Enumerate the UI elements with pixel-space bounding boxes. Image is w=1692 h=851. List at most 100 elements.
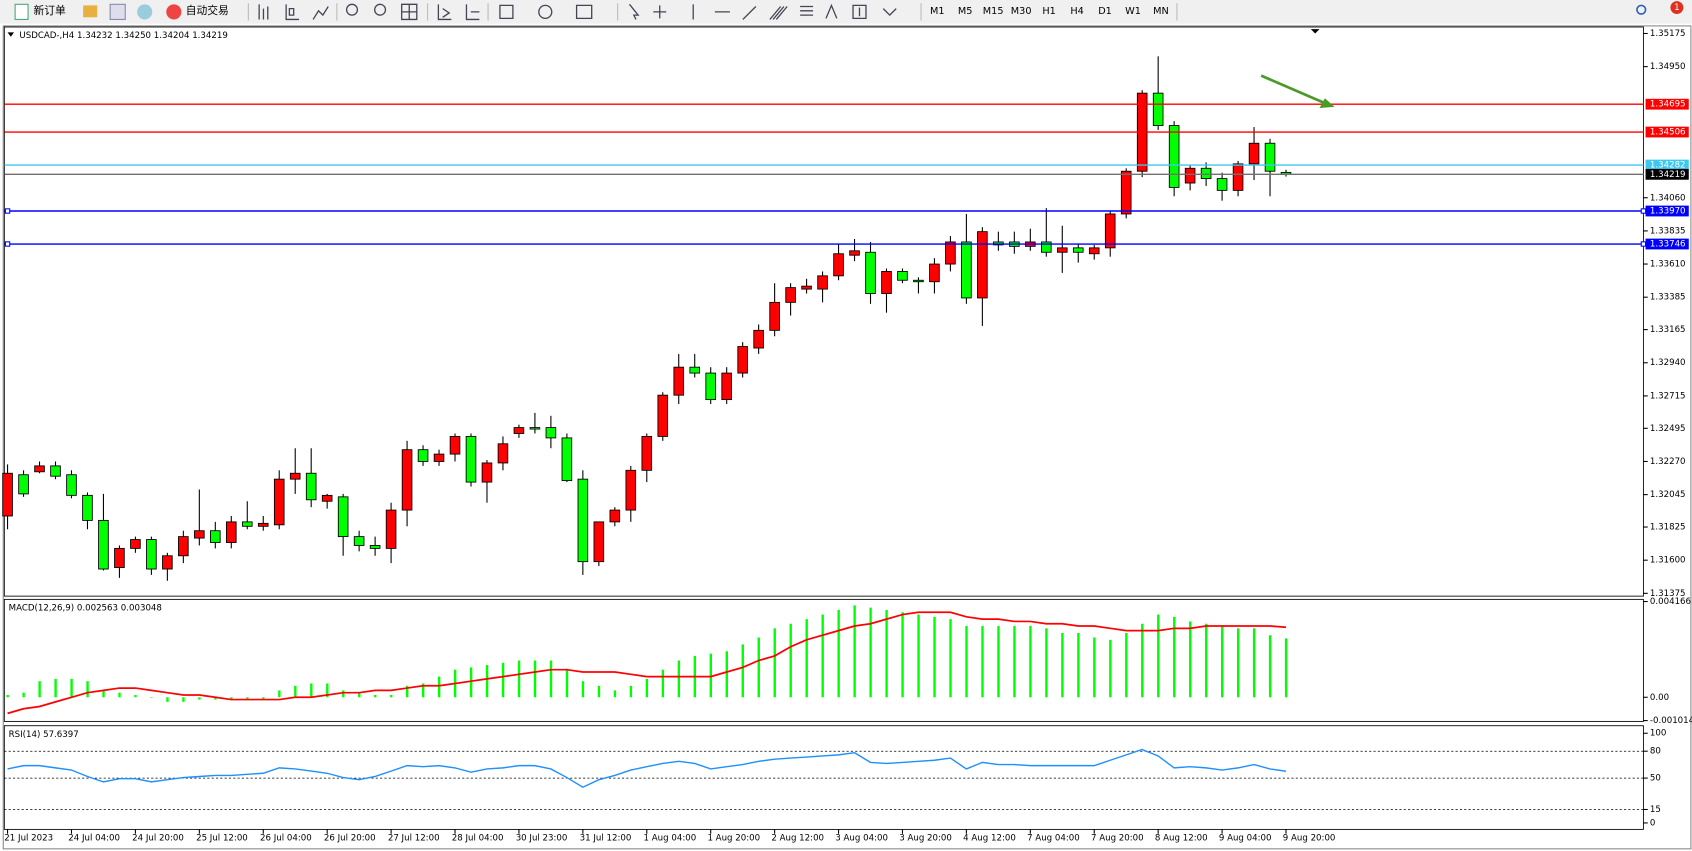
line-handle[interactable] [1640,241,1647,247]
macd-bar [997,626,1000,698]
macd-bar [405,685,409,698]
symbol-menu[interactable] [7,32,15,37]
timeframe-button[interactable]: H4 [1070,6,1083,17]
notification-badge[interactable] [1670,1,1684,15]
macd-bar [1077,632,1080,698]
macd-bar [1061,632,1064,698]
price-label-box [1645,168,1689,180]
candle-body [449,435,461,455]
candle-body [130,539,141,549]
timeframe-button[interactable]: M30 [1011,6,1032,17]
arrow-head [1319,98,1335,108]
candle-body [913,279,924,283]
icon[interactable] [437,4,452,21]
macd-bar [22,692,25,698]
y-tick-label: 1.34060 [1650,193,1686,203]
macd-bar [981,626,984,698]
candle-body [114,547,125,568]
icon[interactable] [401,3,418,21]
macd-bar [342,690,345,698]
candle-body [705,372,716,401]
candle-body [1264,142,1276,172]
macd-bar [390,694,393,698]
icon[interactable] [137,4,153,20]
macd-bar [102,690,105,698]
timeframe-button[interactable]: D1 [1098,6,1112,17]
rsi-title: RSI(14) 57.6397 [9,730,79,740]
timeframe-button[interactable]: W1 [1125,6,1141,17]
candle-body [529,427,541,430]
auto-trading-button[interactable]: 自动交易 [186,4,229,17]
icon[interactable] [825,3,838,19]
candle-body [1072,247,1084,253]
auto-trading-icon[interactable] [166,4,182,20]
rsi-line [7,748,1287,789]
macd-bar [1189,621,1192,698]
candle-body [210,530,221,543]
search-button[interactable] [1636,4,1647,15]
timeframe-button[interactable]: M15 [983,6,1004,17]
macd-bar [885,609,888,698]
x-tick-label: 30 Jul 23:00 [516,834,568,844]
icon[interactable] [374,3,387,16]
icon[interactable] [653,5,667,19]
macd-bar [1125,632,1128,698]
price-label-box [1645,126,1689,138]
macd-bar [70,678,73,698]
line-handle[interactable] [1640,208,1647,214]
icon[interactable] [285,4,300,21]
new-order-button[interactable]: 新订单 [33,4,66,17]
candle-body [897,270,908,281]
x-tick-label: 7 Aug 20:00 [1091,834,1144,844]
timeframe-button[interactable]: H1 [1042,6,1055,17]
price-label: 1.34695 [1650,100,1686,110]
icon[interactable] [629,3,640,20]
icon[interactable] [83,5,98,18]
icon[interactable] [800,5,814,16]
macd-title: MACD(12,26,9) 0.002563 0.003048 [9,604,162,614]
x-tick-label: 2 Aug 12:00 [771,834,824,844]
candle-body [1056,247,1068,253]
macd-bar [805,619,808,698]
timeframe-button[interactable]: MN [1153,6,1169,17]
y-tick-label: 1.32495 [1650,424,1686,434]
icon[interactable] [882,8,897,17]
y-tick-label: -0.001014 [1650,716,1692,726]
line-handle[interactable] [4,208,11,214]
icon[interactable] [575,4,593,20]
price-label: 1.34219 [1650,170,1686,180]
icon[interactable] [769,6,788,20]
candle-body [433,453,445,462]
chart-title: USDCAD-,H4 1.34232 1.34250 1.34204 1.342… [19,31,227,41]
icon[interactable] [499,4,514,20]
icon[interactable] [312,6,329,20]
icon[interactable] [258,4,269,20]
shift-marker [1310,29,1320,34]
macd-bar [1205,623,1208,698]
candle-body [1088,247,1100,255]
icon[interactable] [109,3,126,20]
timeframe-button[interactable]: M1 [930,6,945,17]
candle-body [1184,167,1196,184]
candle-body [273,478,285,526]
candle-body [497,443,509,464]
new-order-icon[interactable] [14,3,29,20]
icon[interactable] [692,4,757,20]
macd-bar [198,697,201,700]
y-tick-label: 1.33610 [1650,260,1686,270]
icon[interactable] [345,3,359,16]
icon[interactable] [538,4,553,20]
macd-bar [821,614,824,698]
y-tick-label: 1.33385 [1650,293,1686,303]
candle-body [817,275,828,290]
candle-body [337,496,349,538]
candle-body [1152,92,1164,126]
timeframe-button[interactable]: M5 [958,6,973,17]
y-tick-label: 1.35175 [1650,29,1686,39]
y-tick-label: 1.32715 [1650,391,1686,401]
icon[interactable] [852,4,867,20]
line-handle[interactable] [4,241,11,247]
macd-bar [54,678,57,698]
macd-bar [1221,626,1224,698]
icon[interactable] [465,4,480,21]
